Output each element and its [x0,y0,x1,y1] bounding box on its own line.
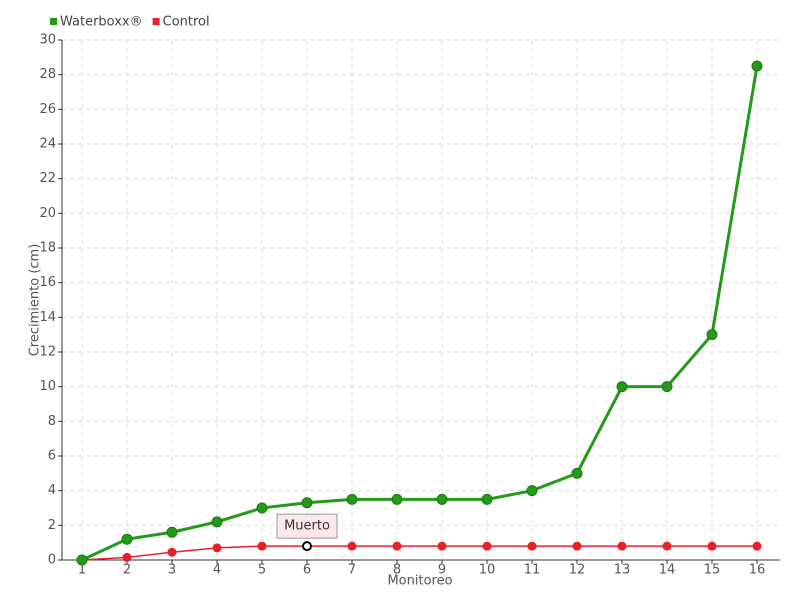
annotation-label: Muerto [284,519,330,534]
data-point [122,552,132,562]
y-tick-label: 4 [48,483,56,498]
y-tick-label: 18 [39,241,56,256]
x-tick-label: 9 [438,563,446,578]
x-tick-label: 6 [303,563,311,578]
x-tick-label: 15 [704,563,721,578]
data-point [76,554,88,566]
x-tick-label: 1 [78,563,86,578]
data-point [256,502,268,514]
x-tick-label: 16 [749,563,766,578]
data-point [571,467,583,479]
y-tick-label: 24 [39,137,56,152]
data-point [572,541,582,551]
x-tick-label: 8 [393,563,401,578]
y-axis-title: Crecimiento (cm) [28,244,43,357]
x-tick-label: 11 [524,563,541,578]
x-tick-label: 4 [213,563,221,578]
data-point [392,541,402,551]
y-tick-label: 22 [39,171,56,186]
legend-swatch [152,18,160,25]
data-point [662,541,672,551]
data-point [346,493,358,505]
y-tick-label: 8 [48,414,56,429]
y-tick-label: 28 [39,67,56,82]
x-tick-label: 5 [258,563,266,578]
series-line [81,545,757,561]
data-point [617,541,627,551]
x-axis-title: Monitoreo [387,574,452,589]
y-tick-label: 16 [39,275,56,290]
x-tick-label: 2 [123,563,131,578]
x-tick-label: 3 [168,563,176,578]
data-point [302,541,312,552]
data-point [167,547,177,557]
annotation-box [276,513,338,539]
data-point [481,493,493,505]
x-tick-label: 7 [348,563,356,578]
y-tick-label: 0 [48,553,56,568]
data-point [211,516,223,528]
data-point [706,329,718,341]
data-point [166,526,178,538]
data-point [301,497,313,509]
y-tick-label: 10 [39,379,56,394]
data-point [661,381,673,393]
data-point [257,541,267,551]
data-point [526,485,538,497]
data-point [482,541,492,551]
y-tick-label: 2 [48,518,56,533]
y-tick-label: 14 [39,310,56,325]
y-tick-label: 26 [39,102,56,117]
x-tick-label: 14 [659,563,676,578]
series-line [81,65,759,562]
x-tick-label: 12 [569,563,586,578]
data-point [347,541,357,551]
data-point [121,533,133,545]
x-tick-label: 10 [479,563,496,578]
data-point [436,493,448,505]
y-tick-label: 6 [48,449,56,464]
data-point [391,493,403,505]
data-point [707,541,717,551]
data-point [527,541,537,551]
data-point [752,541,762,551]
legend-label: Control [163,15,210,30]
legend-swatch [50,18,57,25]
y-tick-label: 20 [39,206,56,221]
data-point [437,541,447,551]
data-point [751,60,763,72]
data-point [616,381,628,393]
legend-label: Waterboxx® [60,15,143,30]
x-tick-label: 13 [614,563,631,578]
y-tick-label: 12 [39,345,56,360]
y-tick-label: 30 [39,33,56,48]
data-point [212,543,222,553]
